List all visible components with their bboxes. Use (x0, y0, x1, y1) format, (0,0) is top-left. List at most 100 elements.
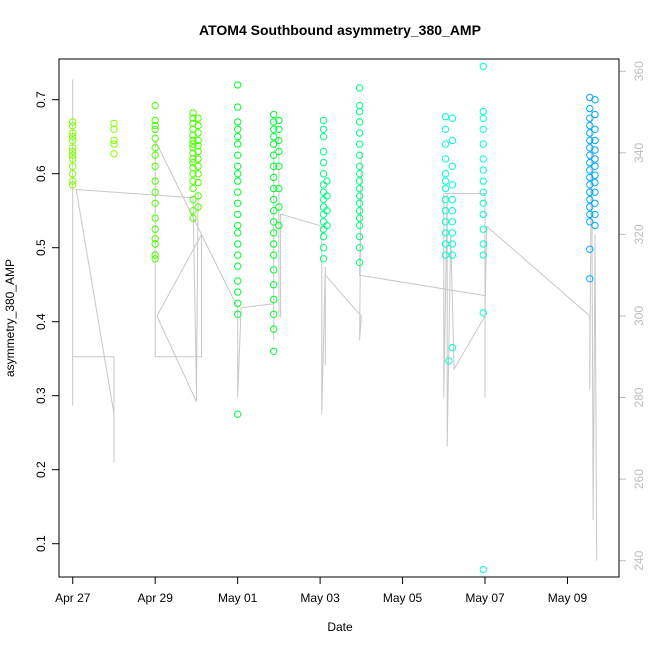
data-point (586, 218, 594, 226)
data-point (275, 221, 283, 230)
data-point (234, 125, 242, 134)
data-point (591, 171, 599, 179)
right-tick-label: 300 (632, 306, 646, 326)
data-point (270, 218, 278, 226)
data-point (448, 114, 457, 122)
data-point (586, 158, 594, 167)
data-point (270, 118, 278, 126)
data-point (479, 188, 487, 196)
x-tick-label: May 01 (218, 591, 258, 605)
data-point (69, 181, 77, 189)
data-point (69, 118, 77, 126)
data-point (270, 125, 278, 134)
right-tick-label: 360 (632, 61, 646, 81)
data-point (479, 309, 487, 317)
data-point (441, 240, 450, 248)
data-point (479, 62, 487, 71)
right-tick-label: 340 (632, 142, 646, 162)
y-tick-label: 0.1 (34, 535, 48, 552)
data-point (69, 136, 77, 145)
series-3 (319, 84, 364, 267)
data-point (355, 221, 364, 230)
data-point (591, 162, 599, 171)
data-point (591, 188, 599, 196)
data-point (234, 221, 242, 230)
y-tick-label: 0.2 (34, 461, 48, 478)
data-point (591, 125, 599, 134)
data-point (234, 251, 242, 259)
data-point (270, 140, 278, 148)
data-point (448, 251, 457, 259)
data-point (110, 119, 118, 128)
data-point (151, 101, 159, 110)
series-4 (441, 62, 487, 574)
data-point (270, 162, 278, 171)
data-point (441, 177, 450, 185)
series-1 (151, 101, 202, 263)
data-point (234, 170, 242, 178)
data-point (319, 232, 328, 241)
data-point (323, 221, 331, 230)
data-point (448, 195, 457, 204)
data-point (69, 121, 77, 130)
data-point (448, 181, 457, 189)
data-point (151, 177, 159, 185)
data-point (479, 225, 487, 233)
data-point (586, 114, 594, 122)
data-point (234, 199, 242, 208)
data-point (591, 155, 599, 163)
data-point (355, 244, 364, 252)
data-point (194, 114, 202, 122)
x-tick-label: Apr 27 (55, 591, 91, 605)
data-point (275, 162, 283, 171)
data-point (194, 147, 202, 156)
data-point (591, 96, 599, 104)
data-point (275, 184, 283, 193)
data-point (591, 146, 599, 154)
points-layer (69, 62, 599, 574)
data-point (194, 203, 202, 211)
data-point (234, 133, 242, 141)
data-point (194, 141, 202, 150)
data-point (69, 162, 77, 171)
data-point (234, 151, 242, 159)
data-point (194, 121, 202, 130)
data-point (151, 188, 159, 196)
data-point (69, 129, 77, 137)
chart-title: ATOM4 Southbound asymmetry_380_AMP (199, 22, 481, 38)
data-point (441, 229, 450, 237)
data-point (194, 155, 202, 163)
data-point (355, 199, 364, 208)
data-point (189, 136, 197, 145)
data-point (355, 232, 364, 241)
data-point (479, 565, 487, 574)
data-point (479, 199, 487, 208)
trace-layer (72, 79, 598, 561)
data-point (234, 310, 242, 318)
data-point (441, 218, 450, 226)
data-point (270, 325, 278, 333)
data-point (355, 207, 364, 215)
y-tick-label: 0.3 (34, 387, 48, 404)
data-point (234, 140, 242, 148)
data-point (355, 170, 364, 178)
data-point (270, 347, 278, 355)
data-point (189, 125, 197, 134)
data-point (441, 170, 450, 178)
data-point (270, 173, 278, 182)
data-point (441, 184, 450, 193)
x-tick-label: May 09 (548, 591, 588, 605)
data-point (69, 170, 77, 178)
data-point (479, 240, 487, 248)
data-point (586, 151, 594, 159)
data-point (479, 155, 487, 163)
data-point (270, 229, 278, 237)
data-point (151, 199, 159, 208)
data-point (441, 113, 450, 121)
data-point (319, 244, 328, 252)
data-point (270, 295, 278, 304)
data-point (586, 166, 594, 174)
data-point (151, 255, 159, 263)
data-point (355, 101, 364, 110)
